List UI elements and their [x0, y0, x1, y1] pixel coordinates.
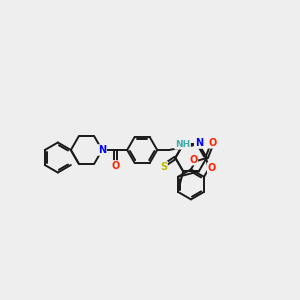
Text: O: O [189, 155, 197, 165]
Text: N: N [195, 138, 203, 148]
Text: O: O [111, 161, 119, 171]
Text: O: O [208, 138, 217, 148]
Text: O: O [208, 163, 216, 173]
Text: NH: NH [175, 140, 190, 149]
Text: S: S [160, 162, 167, 172]
Text: N: N [98, 145, 106, 155]
